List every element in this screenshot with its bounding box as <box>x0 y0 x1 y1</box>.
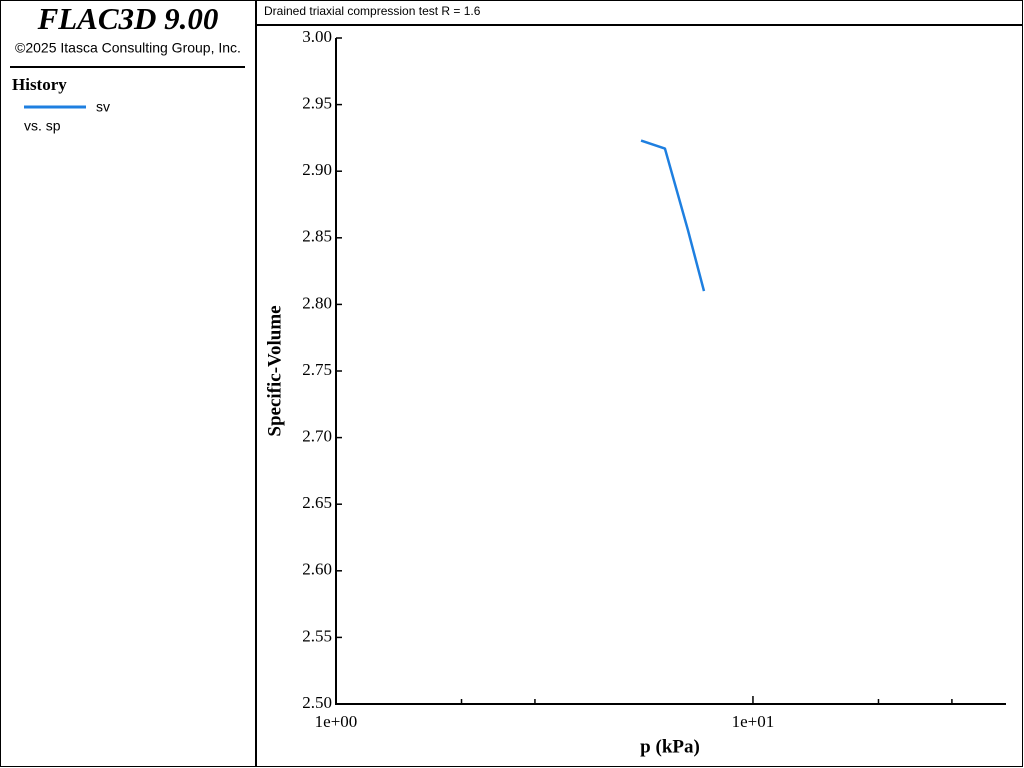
data-line <box>640 139 706 292</box>
legend-subtitle: vs. sp <box>24 118 61 134</box>
y-tick-label: 2.95 <box>302 94 332 113</box>
chart-title: Drained triaxial compression test R = 1.… <box>264 4 481 18</box>
x-tick-label: 1e+01 <box>732 712 775 731</box>
x-tick-label: 1e+00 <box>315 712 358 731</box>
y-tick-label: 2.65 <box>302 493 332 512</box>
y-tick-label: 2.55 <box>302 626 332 645</box>
y-tick-label: 2.80 <box>302 293 332 312</box>
y-tick-label: 2.90 <box>302 160 332 179</box>
legend-heading: History <box>12 75 67 94</box>
y-tick-label: 2.50 <box>302 693 332 712</box>
y-axis-label: Specific-Volume <box>264 305 285 436</box>
app-title: FLAC3D 9.00 <box>37 1 219 36</box>
x-axis-label: p (kPa) <box>640 736 700 757</box>
legend-label: sv <box>96 99 110 115</box>
y-tick-label: 3.00 <box>302 27 332 46</box>
y-tick-label: 2.85 <box>302 227 332 246</box>
y-tick-label: 2.75 <box>302 360 332 379</box>
copyright: ©2025 Itasca Consulting Group, Inc. <box>15 40 241 56</box>
y-tick-label: 2.60 <box>302 560 332 579</box>
y-tick-label: 2.70 <box>302 427 332 446</box>
